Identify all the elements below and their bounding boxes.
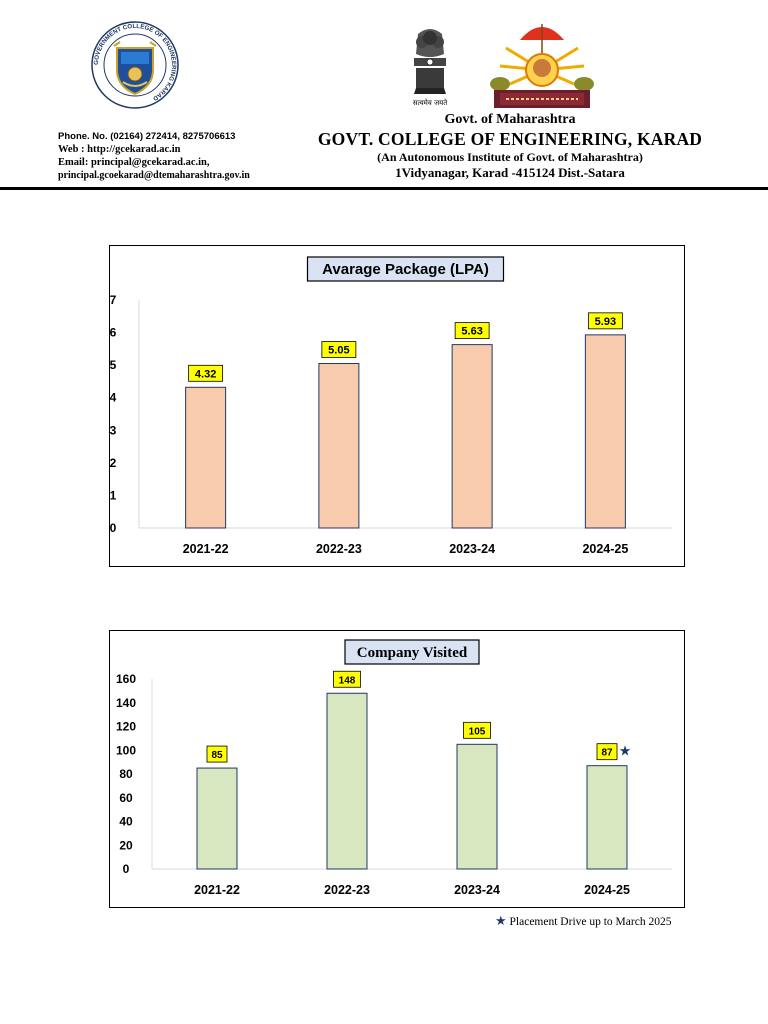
y-tick-label: 80 [119, 767, 133, 781]
y-tick-label: 120 [116, 720, 136, 734]
data-label-box [587, 312, 623, 330]
company-visited-chart: Company Visited 0 20 40 60 80 100 120 140 160 85 20… [109, 630, 685, 908]
y-tick-label: 160 [116, 672, 136, 686]
data-label-box [333, 670, 361, 688]
y-tick-label: 100 [116, 743, 136, 757]
data-label: 87 [601, 748, 613, 759]
address-line: 1Vidyanagar, Karad -415124 Dist.-Satara [395, 165, 625, 180]
y-tick-label: 60 [119, 791, 133, 805]
chart-title-box [344, 639, 480, 665]
data-label-box [206, 745, 228, 763]
bar [584, 334, 626, 529]
y-tick-label: 40 [119, 815, 133, 829]
autonomous-line: (An Autonomous Institute of Govt. of Mah… [377, 150, 643, 164]
national-emblem: सत्यमेव जयते [413, 29, 448, 107]
y-tick-label: 0 [110, 521, 117, 535]
bar [318, 363, 360, 529]
data-label-box [454, 322, 490, 340]
data-label: 105 [469, 726, 486, 737]
x-tick-label: 2023-24 [449, 542, 495, 556]
data-label-box [321, 341, 357, 358]
contact-phone: Phone. No. (02164) 272414, 8275706613 [58, 131, 236, 142]
govt-heading: Govt. of Maharashtra [444, 112, 576, 127]
bar [196, 767, 238, 870]
contact-email: Email: principal@gcekarad.ac.in, [58, 157, 210, 168]
y-tick-label: 0 [123, 862, 130, 876]
y-tick-label: 2 [110, 456, 117, 470]
bar [456, 743, 498, 870]
data-label-box [188, 364, 224, 382]
y-tick-label: 3 [110, 423, 117, 437]
x-tick-label: 2024-25 [582, 542, 628, 556]
contact-block: Phone. No. (02164) 272414, 8275706613 We… [58, 130, 250, 182]
data-label: 5.05 [328, 345, 349, 357]
data-label: 5.93 [595, 316, 616, 328]
x-tick-label: 2024-25 [584, 883, 630, 897]
contact-web: Web : http://gcekarad.ac.in [58, 144, 181, 155]
company-visited-svg: Company Visited 0 20 40 60 80 100 120 140 160 85 20… [116, 639, 672, 897]
chart-title: Avarage Package (LPA) [322, 261, 489, 278]
y-tick-label: 1 [110, 488, 117, 502]
college-name: GOVT. COLLEGE OF ENGINEERING, KARAD [317, 129, 703, 149]
data-label-box [463, 721, 491, 739]
chart-title-box [306, 256, 505, 282]
bar [185, 386, 227, 529]
header-rule [0, 187, 768, 190]
y-tick-label: 140 [116, 696, 136, 710]
x-tick-label: 2022-23 [316, 542, 362, 556]
college-logo: GOVERNMENT COLLEGE OF ENGINEERING KARAD [91, 21, 179, 109]
data-label: 4.32 [195, 368, 216, 380]
bar [586, 765, 628, 870]
y-tick-label: 5 [110, 358, 117, 372]
x-tick-label: 2022-23 [324, 883, 370, 897]
star-marker-icon: ★ [619, 744, 632, 760]
y-tick-label: 7 [110, 293, 117, 307]
y-tick-label: 6 [110, 326, 117, 340]
average-package-chart: Avarage Package (LPA) 0 1 2 3 4 5 6 7 4.32 2021-22… [109, 245, 685, 567]
data-label: 5.63 [461, 326, 482, 338]
chart-title: Company Visited [357, 645, 468, 661]
footnote-text: Placement Drive up to March 2025 [509, 916, 672, 928]
x-tick-label: 2021-22 [194, 883, 240, 897]
contact-email-2: principal.gcoekarad@dtemaharashtra.gov.i… [58, 170, 250, 181]
bar [451, 344, 493, 529]
y-tick-label: 4 [110, 391, 117, 405]
bar [326, 692, 368, 870]
data-label: 148 [339, 675, 356, 686]
y-tick-label: 20 [119, 838, 133, 852]
average-package-svg: Avarage Package (LPA) 0 1 2 3 4 5 6 7 4.32 2021-22… [110, 256, 672, 556]
maharashtra-emblem [490, 24, 594, 108]
data-label: 85 [211, 750, 223, 761]
star-icon: ★ [495, 913, 507, 928]
data-label-box [596, 743, 618, 761]
emblem-motto: सत्यमेव जयते [413, 98, 448, 107]
x-tick-label: 2021-22 [183, 542, 229, 556]
footnote: ★ Placement Drive up to March 2025 [495, 913, 671, 929]
x-tick-label: 2023-24 [454, 883, 500, 897]
